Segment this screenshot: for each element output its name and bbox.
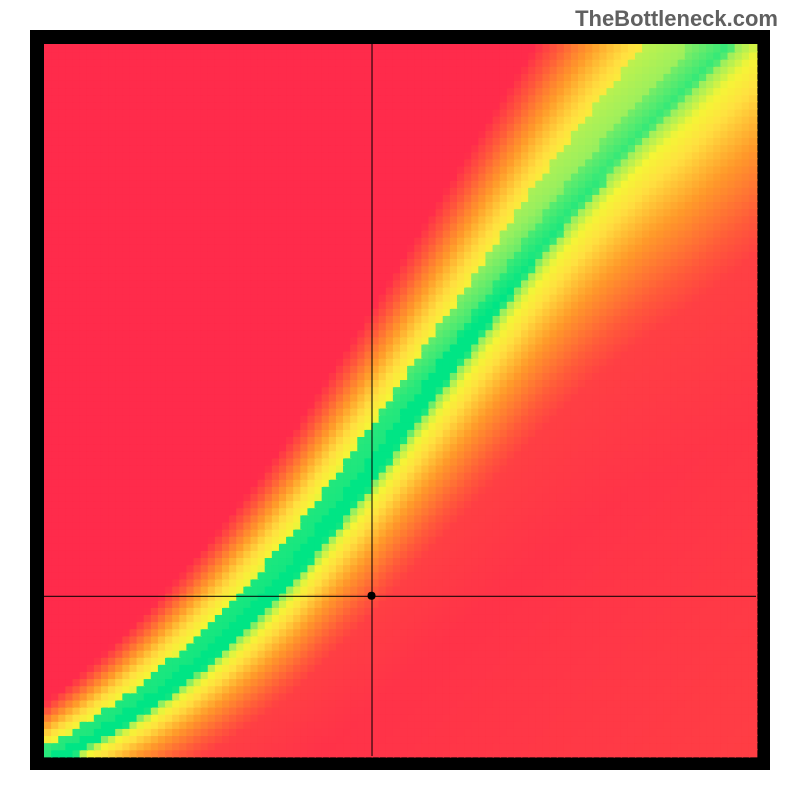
watermark-text: TheBottleneck.com (575, 6, 778, 32)
heatmap-canvas (30, 30, 770, 770)
outer-frame (30, 30, 770, 770)
chart-container: TheBottleneck.com (0, 0, 800, 800)
